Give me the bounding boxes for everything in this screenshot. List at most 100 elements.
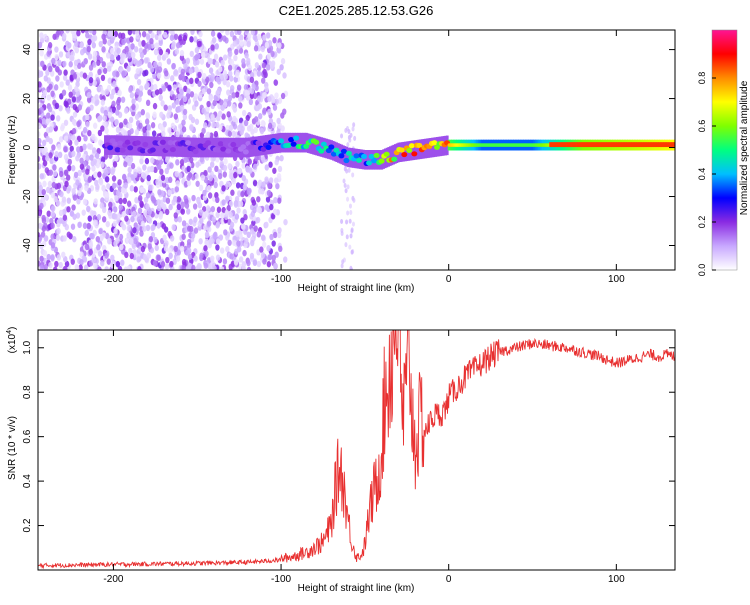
spectrogram-noise-cell bbox=[53, 84, 59, 91]
spectrogram-noise-cell bbox=[63, 135, 69, 142]
spectrogram-ridge-core bbox=[564, 142, 567, 148]
spectrogram-noise-cell bbox=[190, 30, 195, 35]
spectrogram-ridge-cell bbox=[222, 140, 229, 146]
spectrogram-noise-cell bbox=[256, 196, 261, 203]
spectrogram-noise-cell bbox=[164, 51, 169, 59]
spectrogram-noise-cell bbox=[270, 213, 276, 220]
spectrogram-noise-cell bbox=[159, 168, 164, 175]
spectrogram-noise-cell bbox=[236, 84, 242, 91]
spectrogram-noise-cell bbox=[114, 118, 119, 126]
spectrogram-noise-cell bbox=[132, 227, 137, 234]
spectrogram-noise-cell bbox=[174, 48, 180, 55]
spectrogram-noise-cell bbox=[132, 249, 137, 256]
spectrogram-noise-cell bbox=[283, 218, 288, 226]
spectrogram-noise-cell bbox=[51, 57, 56, 65]
spectrogram-ridge-core bbox=[559, 142, 562, 148]
spectrogram-noise-cell bbox=[169, 34, 175, 41]
spectrogram-ridge-envelope bbox=[139, 136, 142, 156]
x-tick-label: -200 bbox=[103, 574, 123, 585]
spectrogram-noise-cell bbox=[50, 254, 55, 261]
spectrogram-noise-cell bbox=[210, 161, 215, 168]
spectrogram-noise-cell bbox=[173, 113, 179, 120]
spectrogram-noise-cell bbox=[256, 70, 262, 77]
spectrogram-noise-cell bbox=[348, 137, 352, 143]
spectrogram-noise-cell bbox=[127, 52, 132, 59]
spectrogram-noise-cell bbox=[142, 225, 147, 232]
spectrogram-ridge-cell bbox=[330, 151, 337, 157]
spectrogram-noise-cell bbox=[259, 127, 265, 135]
spectrogram-noise-cell bbox=[65, 174, 71, 181]
spectrogram-noise-cell bbox=[233, 201, 239, 208]
spectrogram-ridge-envelope bbox=[417, 139, 421, 160]
spectrogram-noise-cell bbox=[277, 42, 282, 49]
spectrogram-noise-cell bbox=[55, 115, 61, 122]
spectrogram-noise-cell bbox=[129, 92, 135, 99]
spectrogram-noise-cell bbox=[352, 197, 356, 203]
spectrogram-noise-cell bbox=[101, 232, 106, 239]
spectrogram-noise-cell bbox=[175, 255, 181, 262]
spectrogram-ridge-envelope bbox=[159, 136, 162, 157]
spectrogram-ridge-envelope bbox=[430, 137, 434, 158]
spectrogram-ridge-cell bbox=[159, 139, 166, 145]
spectrogram-noise-cell bbox=[55, 234, 60, 241]
spectrogram-noise-cell bbox=[71, 127, 77, 135]
spectrogram-noise-cell bbox=[54, 102, 60, 110]
spectrogram-ridge-core bbox=[648, 142, 651, 148]
spectrogram-ridge-envelope bbox=[110, 135, 114, 155]
spectrogram-noise-cell bbox=[256, 231, 261, 238]
spectrogram-marks bbox=[38, 30, 675, 270]
spectrogram-noise-cell bbox=[148, 235, 154, 243]
spectrogram-ridge-envelope bbox=[154, 136, 157, 157]
spectrogram-noise-cell bbox=[173, 212, 178, 219]
spectrogram-noise-cell bbox=[241, 58, 246, 65]
spectrogram-ridge-cell bbox=[373, 152, 380, 159]
spectrogram-noise-cell bbox=[149, 66, 155, 73]
spectrogram-noise-cell bbox=[118, 66, 124, 73]
spectrogram-ridge-cell bbox=[391, 156, 398, 162]
colorbar-tick-label: 0.4 bbox=[697, 168, 707, 181]
spectrogram-noise-cell bbox=[123, 266, 129, 270]
spectrogram-noise-cell bbox=[244, 89, 250, 96]
spectrogram-noise-cell bbox=[198, 92, 203, 99]
spectrogram-noise-cell bbox=[90, 97, 96, 104]
spectrogram-noise-cell bbox=[250, 30, 256, 36]
spectrogram-noise-cell bbox=[185, 78, 191, 85]
spectrogram-noise-cell bbox=[71, 31, 77, 39]
spectrogram-noise-cell bbox=[85, 168, 90, 175]
spectrogram-ridge-envelope bbox=[362, 149, 365, 170]
spectrogram-ridge-cell bbox=[416, 142, 423, 149]
spectrogram-ridge-core bbox=[579, 142, 582, 148]
spectrogram-noise-cell bbox=[227, 239, 232, 246]
spectrogram-ridge-core bbox=[602, 142, 605, 148]
spectrogram-noise-cell bbox=[78, 264, 83, 270]
spectrogram-noise-cell bbox=[206, 88, 212, 95]
spectrogram-noise-cell bbox=[72, 194, 78, 201]
spectrogram-noise-cell bbox=[348, 218, 352, 224]
spectrogram-noise-cell bbox=[192, 203, 198, 210]
spectrogram-noise-cell bbox=[40, 231, 46, 238]
spectrogram-noise-cell bbox=[348, 203, 352, 209]
spectrogram-ridge-envelope bbox=[174, 137, 178, 157]
spectrogram-noise-cell bbox=[198, 184, 204, 192]
spectrogram-noise-cell bbox=[126, 232, 131, 239]
spectrogram-noise-cell bbox=[104, 127, 109, 134]
spectrogram-noise-cell bbox=[350, 227, 354, 233]
spectrogram-noise-cell bbox=[66, 231, 72, 238]
spectrogram-noise-cell bbox=[187, 253, 193, 260]
spectrogram-noise-cell bbox=[41, 139, 47, 147]
spectrogram-ridge-core bbox=[661, 142, 664, 148]
spectrogram-noise-cell bbox=[232, 115, 237, 123]
spectrogram-noise-cell bbox=[157, 189, 162, 196]
spectrogram-noise-cell bbox=[276, 173, 282, 180]
spectrogram-ridge-core bbox=[594, 142, 597, 148]
colorbar-tick-label: 0.6 bbox=[697, 120, 707, 133]
spectrogram-noise-cell bbox=[38, 122, 42, 129]
spectrogram-noise-cell bbox=[62, 214, 68, 221]
spectrogram-noise-cell bbox=[180, 201, 186, 208]
spectrogram-noise-cell bbox=[107, 65, 112, 72]
spectrogram-noise-cell bbox=[274, 98, 279, 106]
spectrogram-noise-cell bbox=[139, 186, 145, 194]
spectrogram-noise-cell bbox=[197, 202, 203, 209]
spectrogram-noise-cell bbox=[58, 51, 64, 58]
spectrogram-noise-cell bbox=[219, 247, 225, 254]
